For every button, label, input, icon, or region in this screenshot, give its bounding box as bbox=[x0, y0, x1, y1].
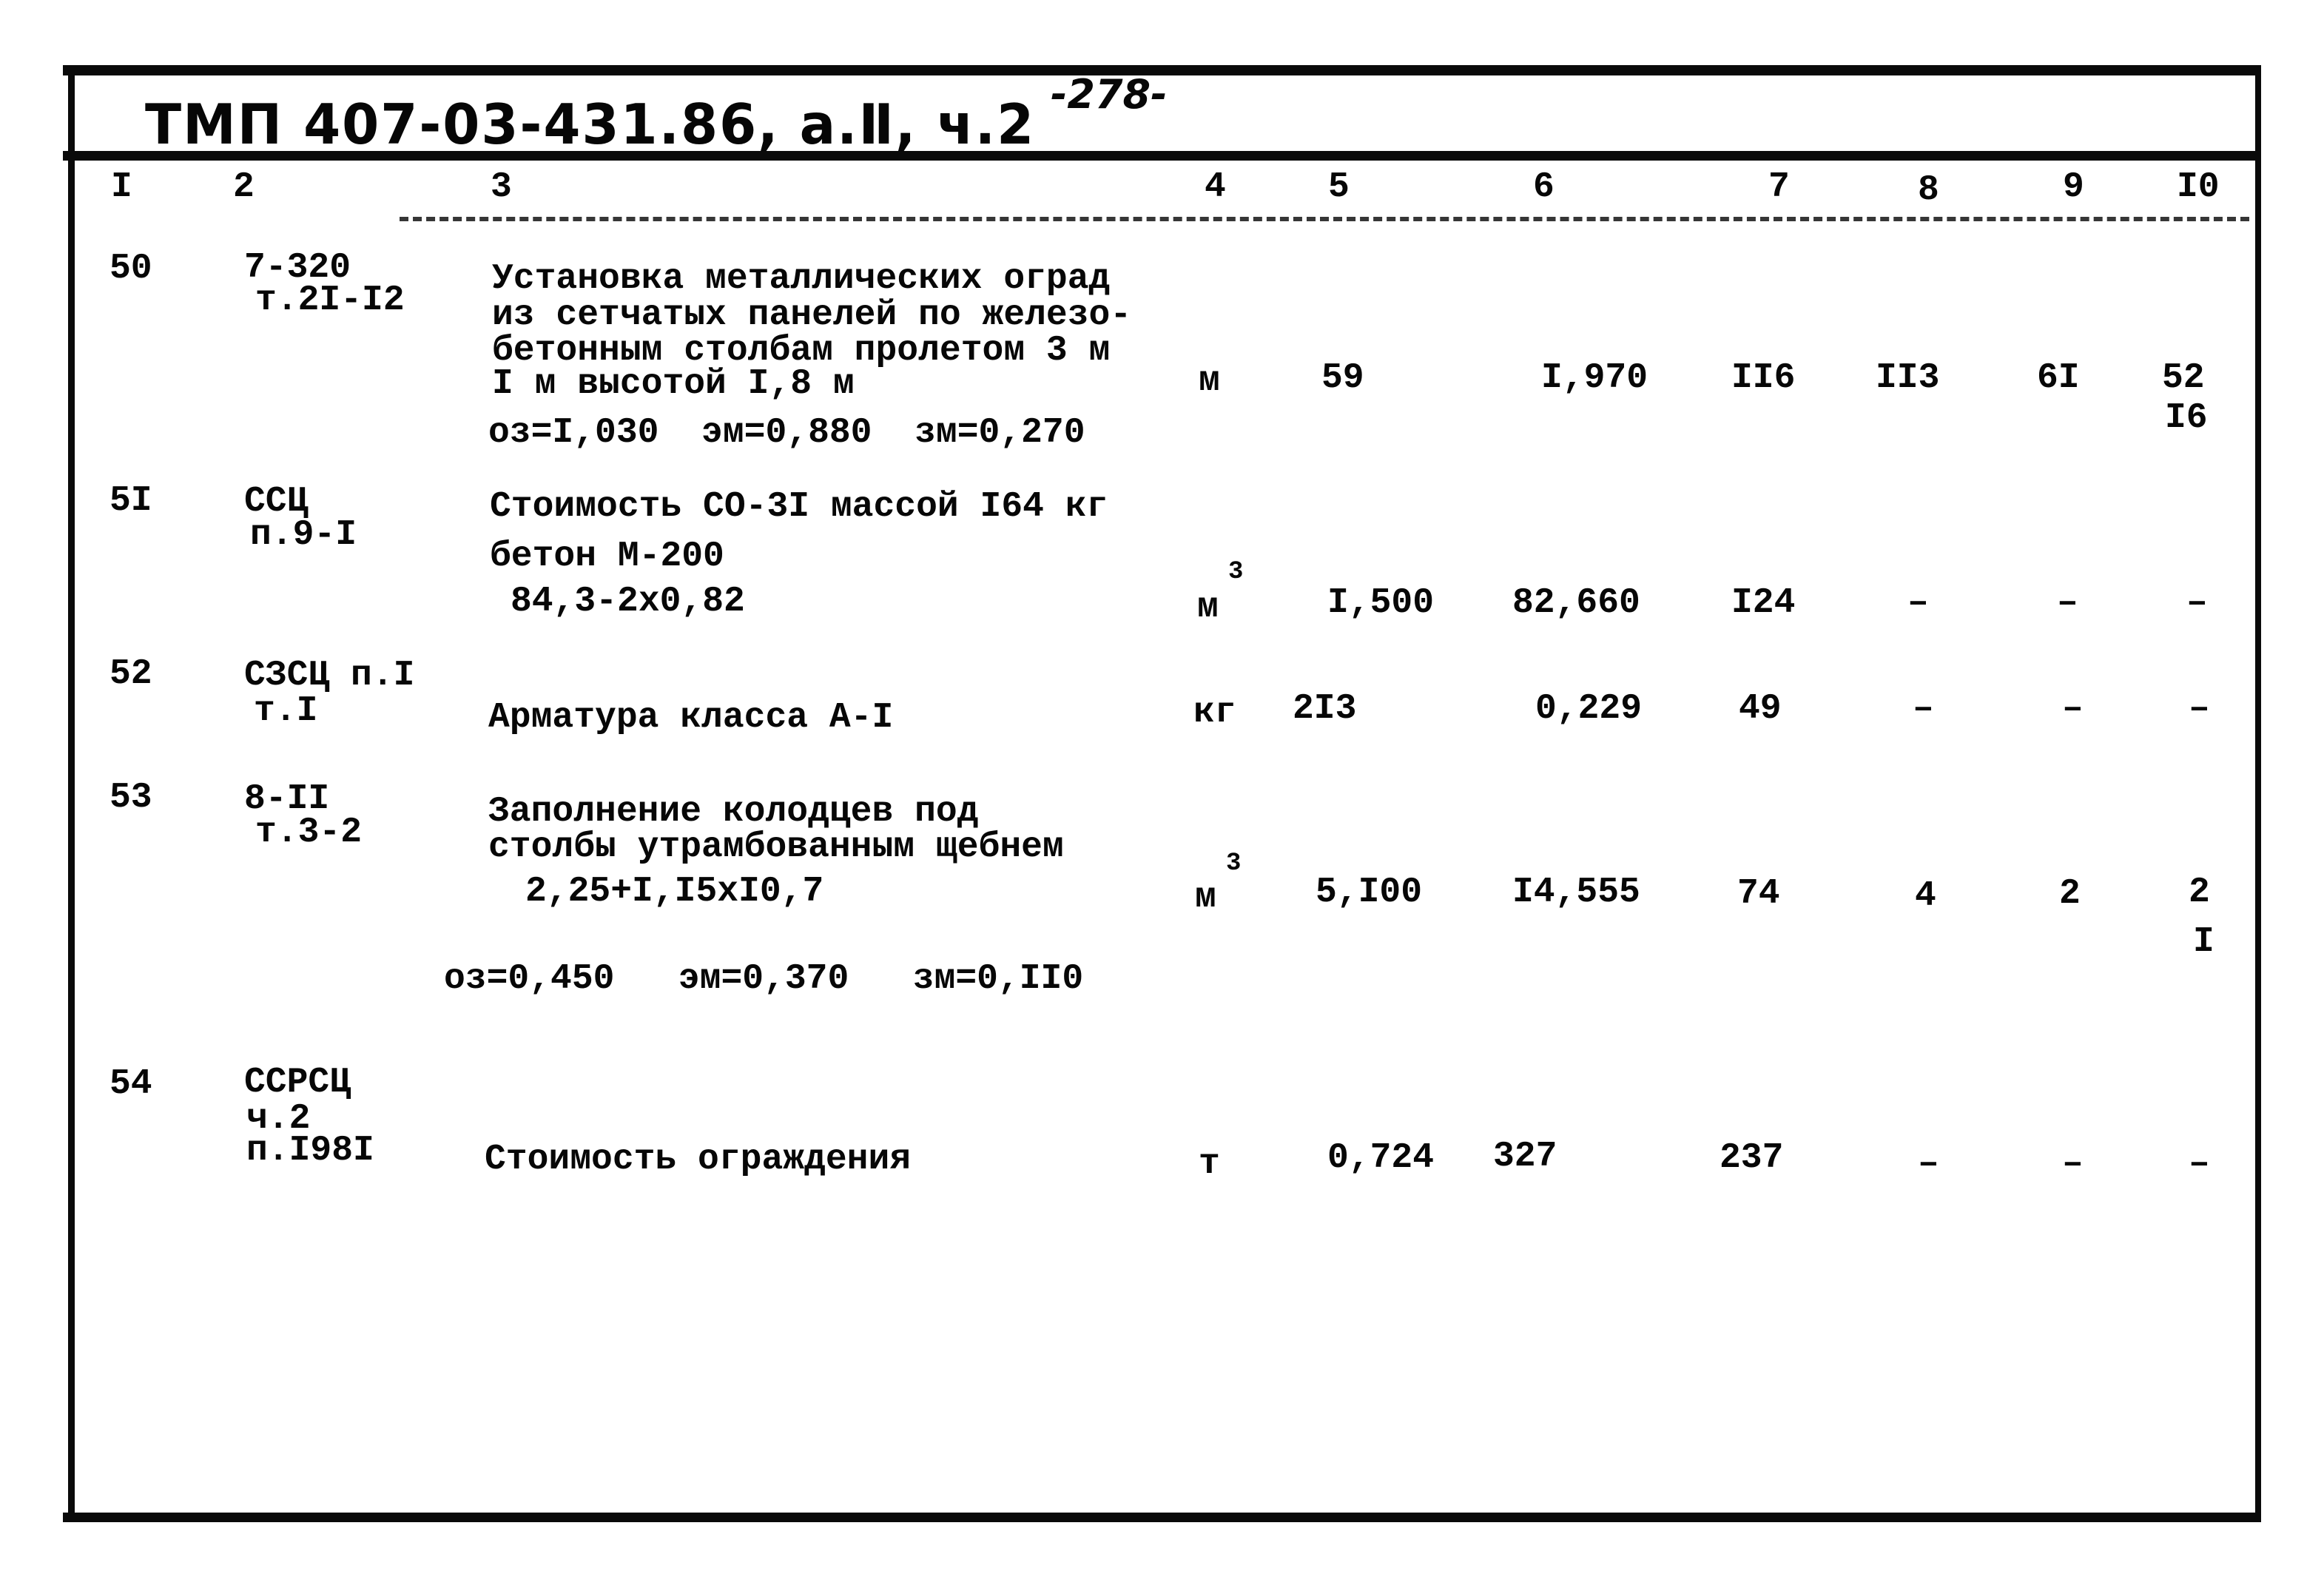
col-header-1: I bbox=[111, 167, 132, 207]
row-number: 50 bbox=[110, 249, 152, 289]
qty-cell: 59 bbox=[1321, 358, 1364, 398]
ref-code: ССРСЦ bbox=[244, 1063, 351, 1103]
col-header-9: 9 bbox=[2063, 167, 2084, 207]
document-title: ТМП 407-03-431.86, а.Ⅱ, ч.2 bbox=[145, 92, 1036, 157]
col10-cell-line2: I bbox=[2193, 922, 2214, 962]
work-description: бетонным столбам пролетом 3 м bbox=[492, 331, 1111, 371]
unit-cell: м bbox=[1199, 361, 1220, 401]
col9-cell: – bbox=[2062, 1144, 2084, 1184]
qty-cell: 2I3 bbox=[1293, 689, 1357, 729]
work-description: из сетчатых панелей по железо- bbox=[492, 295, 1132, 335]
col8-cell: – bbox=[1918, 1144, 1939, 1184]
coefficients-line: оз=I,030 эм=0,880 зм=0,270 bbox=[488, 413, 1085, 453]
ref-code: п.9-I bbox=[250, 515, 357, 555]
col9-cell: 6I bbox=[2037, 358, 2080, 398]
col10-cell: 52 bbox=[2162, 358, 2205, 398]
ref-code: т.3-2 bbox=[255, 813, 363, 852]
coefficients-line: оз=0,450 эм=0,370 зм=0,II0 bbox=[444, 959, 1084, 999]
ref-code: 8-II bbox=[244, 779, 330, 819]
ref-code: 7-320 bbox=[244, 248, 351, 288]
price-cell: 82,660 bbox=[1512, 583, 1640, 623]
unit-superscript: 3 bbox=[1226, 850, 1242, 878]
row-number: 52 bbox=[110, 654, 152, 694]
total-cell: II6 bbox=[1731, 358, 1796, 398]
col10-cell: – bbox=[2189, 1144, 2210, 1184]
col9-cell: – bbox=[2057, 583, 2078, 623]
total-cell: 237 bbox=[1720, 1138, 1784, 1178]
ref-code: т.2I-I2 bbox=[255, 280, 405, 320]
row-number: 5I bbox=[110, 481, 152, 521]
col9-cell: – bbox=[2062, 689, 2084, 729]
ref-code: ч.2 bbox=[246, 1099, 311, 1139]
col10-cell: – bbox=[2186, 583, 2208, 623]
work-description: Арматура класса А-I bbox=[488, 698, 894, 738]
unit-cell: кг bbox=[1193, 693, 1236, 733]
price-cell: I,970 bbox=[1541, 358, 1648, 398]
col-header-6: 6 bbox=[1533, 167, 1555, 207]
ref-code: п.I98I bbox=[246, 1131, 374, 1171]
table-right-border bbox=[2255, 65, 2261, 1521]
table-top-border bbox=[63, 65, 2260, 75]
work-description: Стоимость ограждения bbox=[485, 1140, 912, 1180]
row-number: 53 bbox=[110, 778, 152, 818]
col10-cell: 2 bbox=[2189, 872, 2210, 912]
unit-cell: м bbox=[1197, 588, 1219, 628]
col-header-3: 3 bbox=[491, 167, 512, 207]
unit-superscript: 3 bbox=[1228, 558, 1244, 586]
table-left-border bbox=[68, 65, 75, 1521]
work-description: бетон М-200 bbox=[490, 536, 724, 576]
calculation-line: 84,3-2х0,82 bbox=[511, 582, 745, 622]
total-cell: 74 bbox=[1737, 874, 1780, 914]
ref-code: т.I bbox=[254, 691, 318, 731]
col-header-8: 8 bbox=[1918, 170, 1939, 210]
calculation-line: 2,25+I,I5хI0,7 bbox=[525, 872, 824, 912]
col8-cell: – bbox=[1907, 583, 1929, 623]
col8-cell: – bbox=[1913, 689, 1934, 729]
qty-cell: 5,I00 bbox=[1316, 872, 1423, 912]
total-cell: 49 bbox=[1739, 689, 1782, 729]
col8-cell: II3 bbox=[1876, 358, 1940, 398]
col-header-5: 5 bbox=[1328, 167, 1350, 207]
unit-cell: м bbox=[1195, 878, 1216, 918]
total-cell: I24 bbox=[1731, 583, 1796, 623]
table-bottom-border bbox=[63, 1513, 2261, 1522]
price-cell: 327 bbox=[1493, 1137, 1557, 1177]
col-header-10: I0 bbox=[2177, 167, 2220, 207]
col-header-7: 7 bbox=[1768, 167, 1790, 207]
qty-cell: 0,724 bbox=[1327, 1138, 1435, 1178]
qty-cell: I,500 bbox=[1327, 583, 1435, 623]
work-description: Заполнение колодцев под bbox=[488, 792, 979, 832]
row-number: 54 bbox=[110, 1064, 152, 1104]
title-underline bbox=[63, 151, 2260, 161]
price-cell: I4,555 bbox=[1512, 872, 1640, 912]
header-separator-dashed-line bbox=[400, 217, 2249, 221]
unit-cell: т bbox=[1199, 1144, 1220, 1184]
col-header-4: 4 bbox=[1205, 167, 1226, 207]
col-header-2: 2 bbox=[233, 167, 255, 207]
work-description: Стоимость СО-3I массой I64 кг bbox=[490, 487, 1108, 527]
col9-cell: 2 bbox=[2059, 874, 2081, 914]
work-description: I м высотой I,8 м bbox=[492, 364, 855, 404]
col8-cell: 4 bbox=[1915, 876, 1936, 916]
ref-code: СЗСЦ п.I bbox=[244, 656, 415, 696]
ref-code: ССЦ bbox=[244, 482, 309, 522]
col10-cell: – bbox=[2189, 689, 2210, 729]
page-number: -278- bbox=[1051, 71, 1168, 118]
work-description: столбы утрамбованным щебнем bbox=[488, 827, 1064, 867]
work-description: Установка металлических оград bbox=[492, 259, 1111, 299]
col10-cell-line2: I6 bbox=[2165, 398, 2208, 438]
price-cell: 0,229 bbox=[1535, 689, 1643, 729]
